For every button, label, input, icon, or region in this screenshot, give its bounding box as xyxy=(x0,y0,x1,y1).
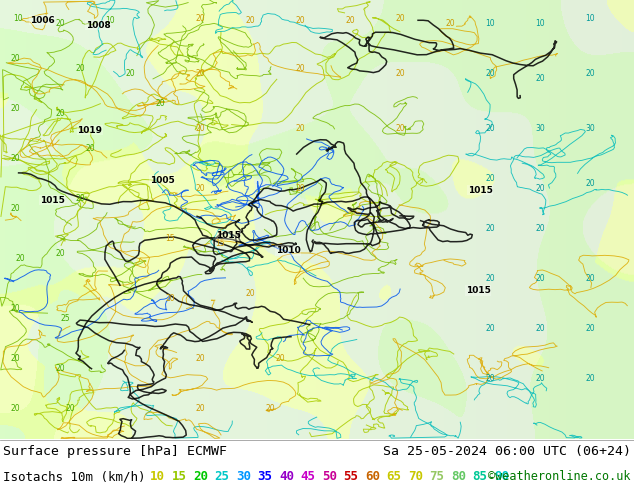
Text: 15: 15 xyxy=(165,234,175,243)
Text: 20: 20 xyxy=(195,184,205,193)
Text: 10: 10 xyxy=(485,19,495,27)
Text: 25: 25 xyxy=(60,314,70,323)
Text: 40: 40 xyxy=(279,470,294,483)
Text: 20: 20 xyxy=(85,144,95,153)
Text: 20: 20 xyxy=(535,374,545,383)
Text: 20: 20 xyxy=(535,274,545,283)
Text: 10: 10 xyxy=(535,19,545,27)
Text: 20: 20 xyxy=(535,324,545,333)
Text: 20: 20 xyxy=(15,254,25,263)
Text: 1015: 1015 xyxy=(467,186,493,195)
Text: 20: 20 xyxy=(195,123,205,133)
Text: 20: 20 xyxy=(245,289,255,298)
Text: 20: 20 xyxy=(485,374,495,383)
Text: 80: 80 xyxy=(451,470,466,483)
Text: 35: 35 xyxy=(257,470,273,483)
Text: 20: 20 xyxy=(155,98,165,108)
Text: 20: 20 xyxy=(165,294,175,303)
Text: 20: 20 xyxy=(55,19,65,27)
Text: 20: 20 xyxy=(10,204,20,213)
Text: 10: 10 xyxy=(105,16,115,24)
Text: 20: 20 xyxy=(55,364,65,373)
Text: 20: 20 xyxy=(535,224,545,233)
Text: 20: 20 xyxy=(10,104,20,113)
Text: 20: 20 xyxy=(485,69,495,77)
Text: 20: 20 xyxy=(445,19,455,27)
Text: 20: 20 xyxy=(485,324,495,333)
Text: 20: 20 xyxy=(10,53,20,63)
Text: 20: 20 xyxy=(585,69,595,77)
Text: 1015: 1015 xyxy=(39,196,65,205)
Text: 30: 30 xyxy=(535,123,545,133)
Text: 20: 20 xyxy=(485,224,495,233)
Text: 20: 20 xyxy=(275,354,285,363)
Text: 20: 20 xyxy=(195,69,205,77)
Text: 15: 15 xyxy=(172,470,186,483)
Text: 30: 30 xyxy=(236,470,251,483)
Text: 20: 20 xyxy=(75,194,85,203)
Text: 10: 10 xyxy=(13,14,23,23)
Text: 20: 20 xyxy=(295,16,305,24)
Text: 55: 55 xyxy=(344,470,358,483)
Text: 20: 20 xyxy=(585,274,595,283)
Text: 20: 20 xyxy=(485,274,495,283)
Text: 20: 20 xyxy=(485,123,495,133)
Text: 1019: 1019 xyxy=(77,125,103,135)
Text: 20: 20 xyxy=(10,354,20,363)
Text: 20: 20 xyxy=(55,249,65,258)
Text: 20: 20 xyxy=(195,14,205,23)
Text: 20: 20 xyxy=(585,179,595,188)
Text: 20: 20 xyxy=(10,404,20,413)
Text: 20: 20 xyxy=(265,404,275,413)
Text: 25: 25 xyxy=(214,470,230,483)
Text: 20: 20 xyxy=(395,123,405,133)
Text: 15: 15 xyxy=(215,239,225,248)
Text: 1006: 1006 xyxy=(30,16,55,24)
Text: Sa 25-05-2024 06:00 UTC (06+24): Sa 25-05-2024 06:00 UTC (06+24) xyxy=(383,445,631,459)
Text: 1015: 1015 xyxy=(465,286,491,295)
Text: 1008: 1008 xyxy=(86,21,110,29)
Text: 20: 20 xyxy=(55,109,65,118)
Text: 10: 10 xyxy=(150,470,165,483)
Text: 20: 20 xyxy=(535,74,545,83)
Text: 20: 20 xyxy=(295,184,305,193)
Text: 60: 60 xyxy=(365,470,380,483)
Text: 20: 20 xyxy=(193,470,208,483)
Text: 20: 20 xyxy=(395,14,405,23)
Text: 1015: 1015 xyxy=(216,231,240,240)
Text: 1010: 1010 xyxy=(276,246,301,255)
Text: 20: 20 xyxy=(345,16,355,24)
Text: 20: 20 xyxy=(585,324,595,333)
Text: 20: 20 xyxy=(10,304,20,313)
Text: 20: 20 xyxy=(295,123,305,133)
Text: 20: 20 xyxy=(195,404,205,413)
Text: 1005: 1005 xyxy=(150,176,174,185)
Text: 75: 75 xyxy=(429,470,444,483)
Text: 85: 85 xyxy=(472,470,488,483)
Text: 90: 90 xyxy=(494,470,509,483)
Text: 20: 20 xyxy=(245,16,255,24)
Text: 20: 20 xyxy=(125,69,135,77)
Text: 30: 30 xyxy=(585,123,595,133)
Text: Surface pressure [hPa] ECMWF: Surface pressure [hPa] ECMWF xyxy=(3,445,227,459)
Text: Isotachs 10m (km/h): Isotachs 10m (km/h) xyxy=(3,470,145,483)
Text: 50: 50 xyxy=(322,470,337,483)
Text: 20: 20 xyxy=(65,404,75,413)
Text: ©weatheronline.co.uk: ©weatheronline.co.uk xyxy=(489,470,631,483)
Text: 20: 20 xyxy=(10,154,20,163)
Text: 10: 10 xyxy=(585,14,595,23)
Text: 20: 20 xyxy=(75,64,85,73)
Text: 45: 45 xyxy=(301,470,316,483)
Text: 20: 20 xyxy=(195,354,205,363)
Text: 65: 65 xyxy=(387,470,401,483)
Text: 20: 20 xyxy=(585,374,595,383)
Text: 20: 20 xyxy=(395,69,405,77)
Text: 70: 70 xyxy=(408,470,423,483)
Text: 20: 20 xyxy=(295,64,305,73)
Text: 20: 20 xyxy=(535,184,545,193)
Text: 20: 20 xyxy=(485,174,495,183)
